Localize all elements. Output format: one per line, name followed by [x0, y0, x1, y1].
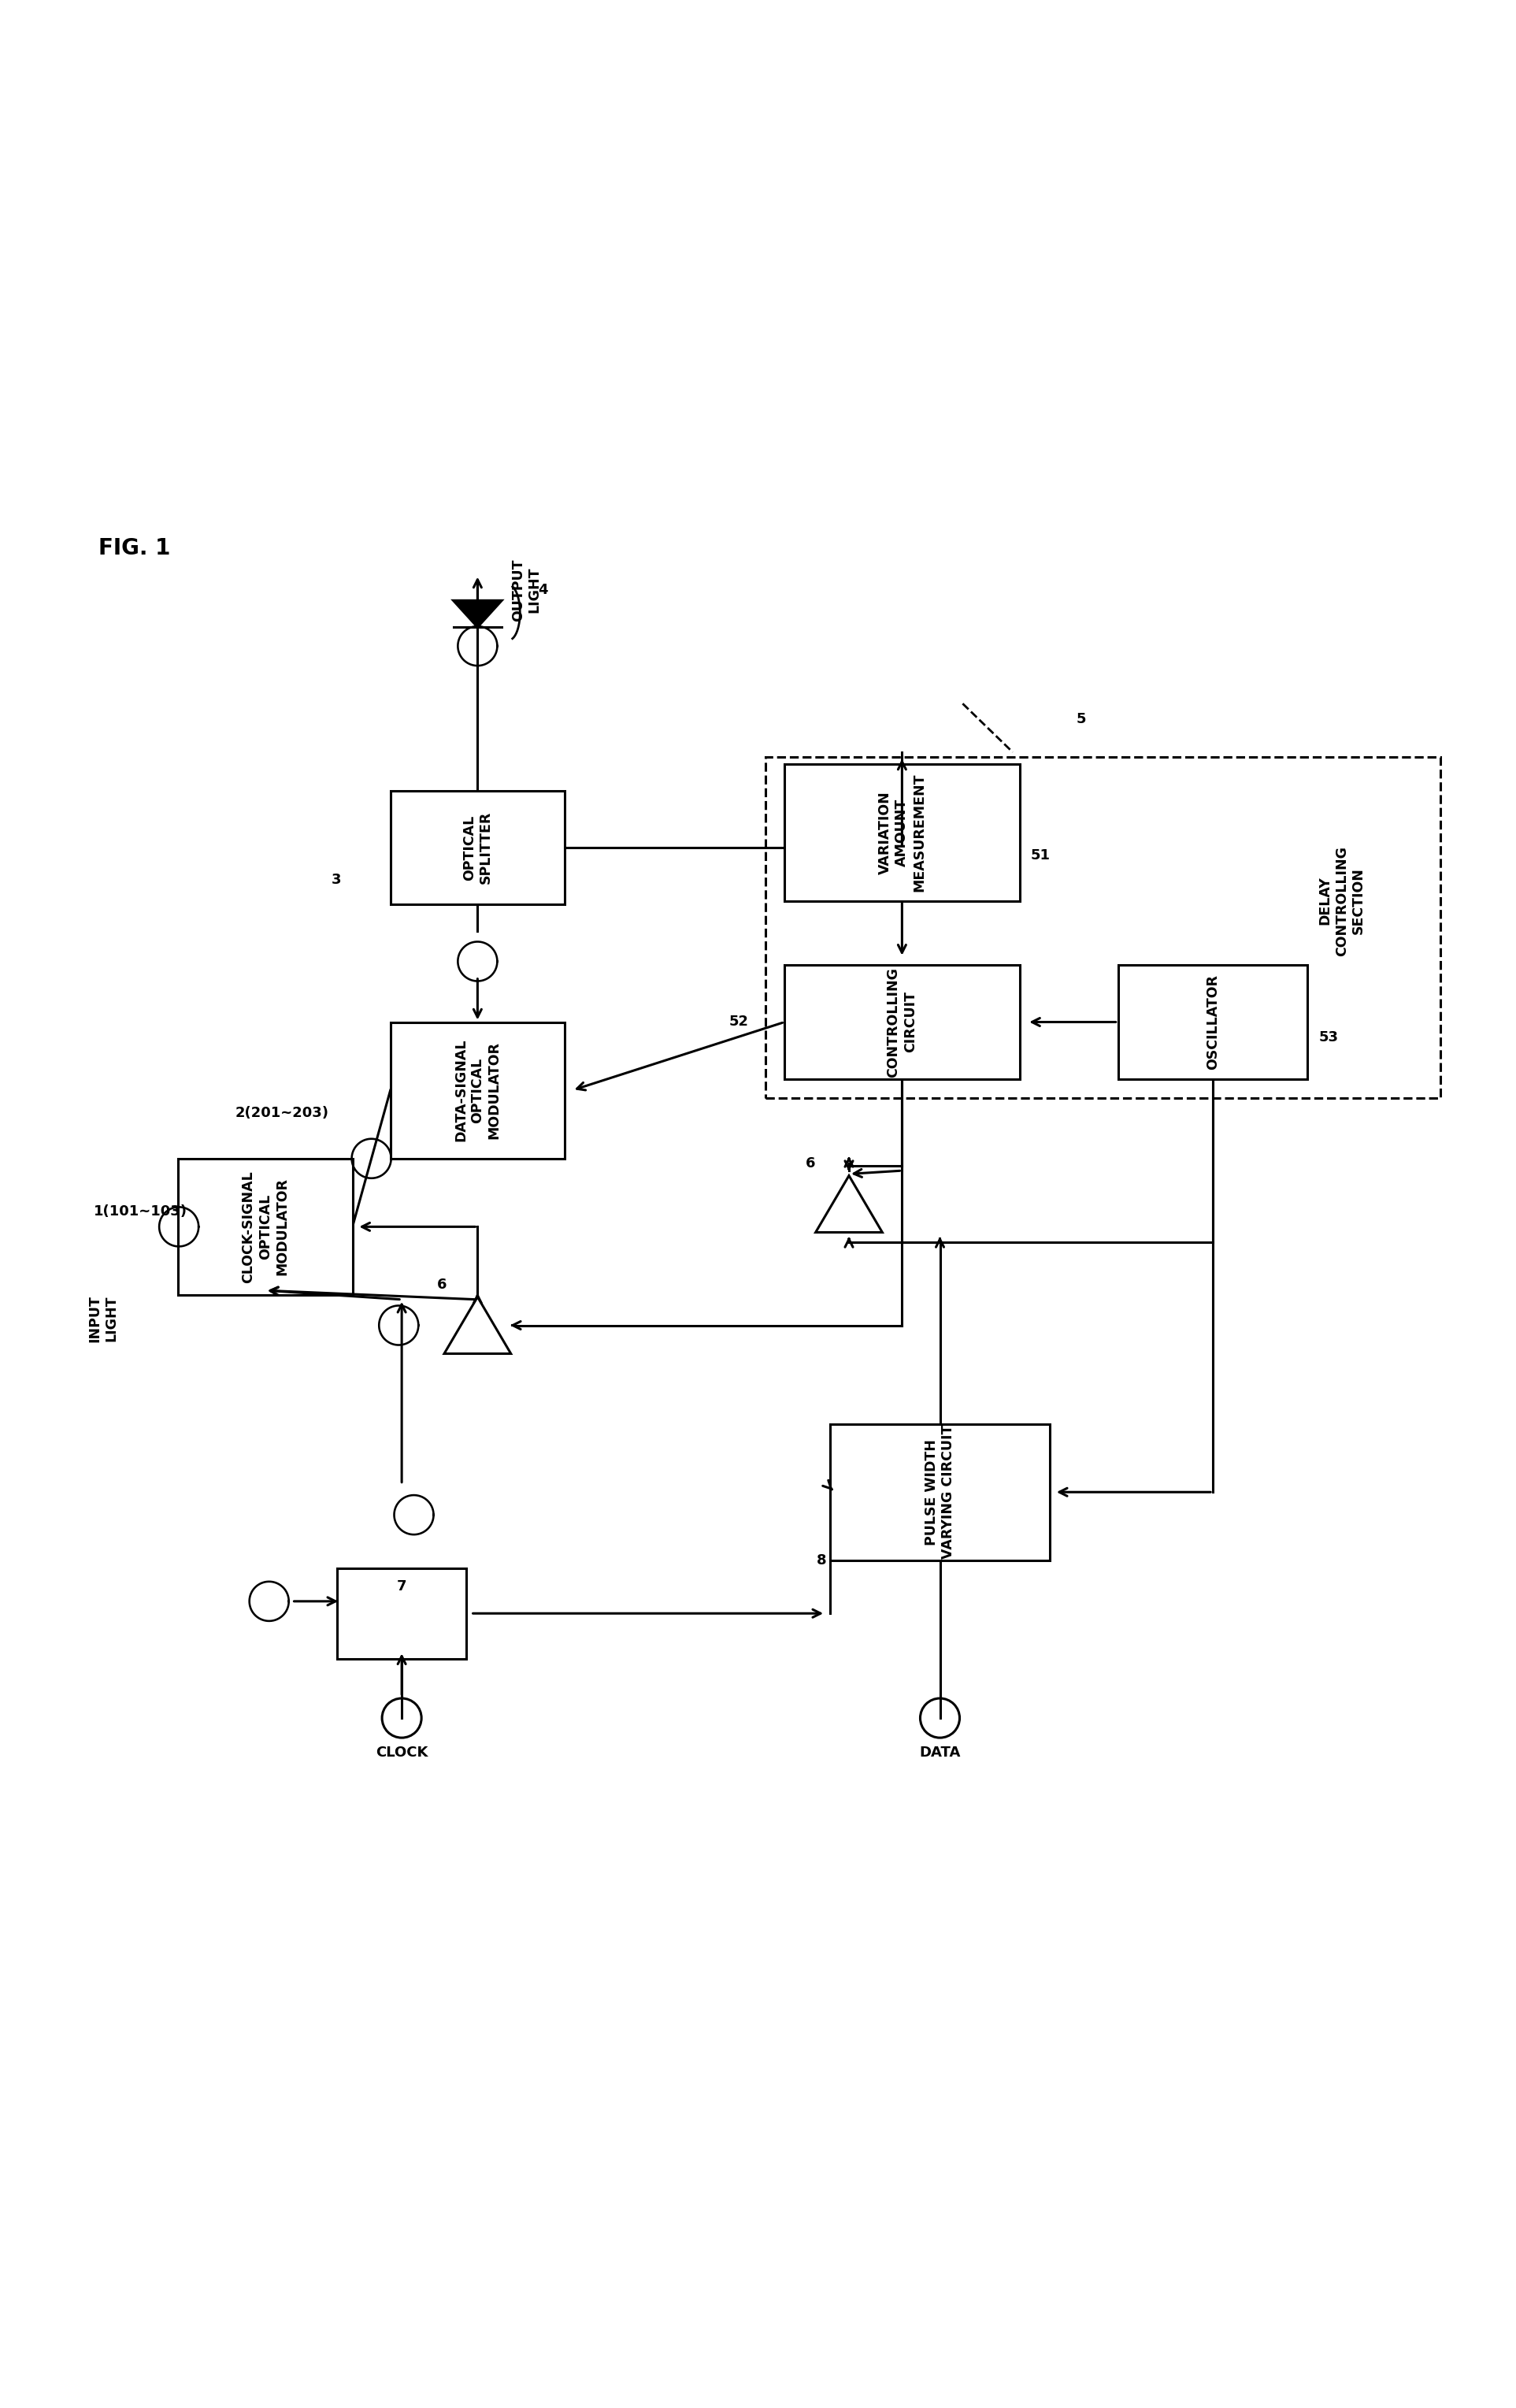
Text: CLOCK-SIGNAL
OPTICAL
MODULATOR: CLOCK-SIGNAL OPTICAL MODULATOR — [241, 1170, 290, 1283]
Text: 1(101~103): 1(101~103) — [94, 1204, 188, 1218]
Text: 5: 5 — [1076, 713, 1085, 727]
Bar — [785, 763, 1019, 901]
Text: DATA-SIGNAL
OPTICAL
MODULATOR: DATA-SIGNAL OPTICAL MODULATOR — [453, 1038, 502, 1141]
Bar — [179, 1158, 352, 1296]
Polygon shape — [453, 600, 502, 626]
Bar — [766, 756, 1440, 1098]
Polygon shape — [444, 1298, 511, 1353]
Bar — [831, 1423, 1049, 1560]
Polygon shape — [816, 1175, 882, 1233]
Text: DELAY
CONTROLLING
SECTION: DELAY CONTROLLING SECTION — [1317, 845, 1366, 956]
Bar — [1119, 966, 1307, 1079]
Text: OSCILLATOR: OSCILLATOR — [1205, 975, 1220, 1069]
Bar — [391, 1021, 564, 1158]
Text: FIG. 1: FIG. 1 — [99, 537, 170, 559]
Bar — [391, 790, 564, 905]
Text: CONTROLLING
CIRCUIT: CONTROLLING CIRCUIT — [887, 968, 917, 1076]
Text: DATA: DATA — [919, 1746, 961, 1760]
Text: PULSE WIDTH
VARYING CIRCUIT: PULSE WIDTH VARYING CIRCUIT — [925, 1426, 955, 1560]
Text: 7: 7 — [397, 1580, 406, 1594]
Text: CLOCK: CLOCK — [376, 1746, 428, 1760]
Text: 3: 3 — [332, 872, 341, 886]
Bar — [785, 966, 1019, 1079]
Bar — [337, 1568, 467, 1659]
Text: 8: 8 — [816, 1553, 826, 1568]
Text: 4: 4 — [538, 583, 547, 597]
Text: INPUT
LIGHT: INPUT LIGHT — [88, 1296, 118, 1341]
Text: 2(201~203): 2(201~203) — [235, 1105, 329, 1120]
Text: OPTICAL
SPLITTER: OPTICAL SPLITTER — [462, 811, 493, 884]
Text: 53: 53 — [1319, 1031, 1339, 1045]
Text: 6: 6 — [438, 1276, 447, 1291]
Text: 6: 6 — [807, 1156, 816, 1170]
Text: VARIATION
AMOUNT
MEASUREMENT: VARIATION AMOUNT MEASUREMENT — [878, 773, 926, 891]
Text: 52: 52 — [729, 1014, 749, 1028]
Text: OUTPUT
LIGHT: OUTPUT LIGHT — [511, 559, 541, 621]
Text: 51: 51 — [1031, 848, 1051, 862]
